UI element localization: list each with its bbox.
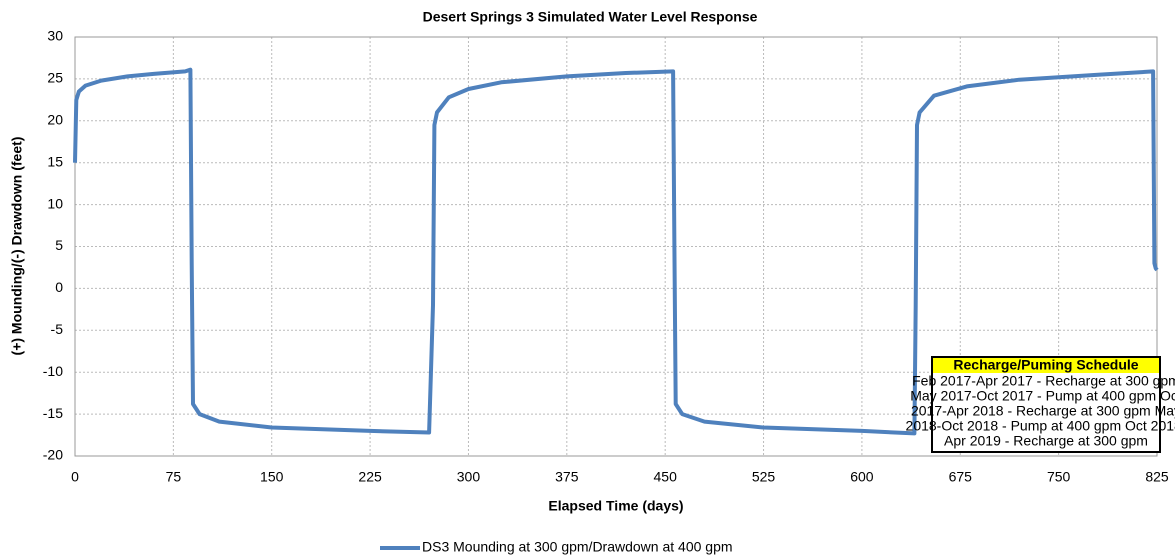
y-tick-label: -5 [51,321,64,337]
annotation-header [933,358,1159,373]
annotation-line: May 2017-Oct 2017 - Pump at 400 gpm Oct [910,388,1175,404]
annotation-line: Apr 2019 - Recharge at 300 gpm [944,433,1148,449]
y-axis-label: (+) Mounding/(-) Drawdown (feet) [9,137,25,356]
x-axis-label: Elapsed Time (days) [548,498,683,514]
y-tick-label: 30 [47,28,63,44]
x-tick-label: 375 [555,469,579,485]
y-tick-label: 20 [47,112,63,128]
y-tick-label: -10 [43,363,63,379]
x-tick-label: 225 [358,469,382,485]
x-tick-label: 450 [654,469,678,485]
y-tick-label: 10 [47,195,63,211]
y-tick-label: 15 [47,153,63,169]
x-tick-label: 750 [1047,469,1071,485]
y-tick-label: 25 [47,70,63,86]
x-tick-label: 0 [71,469,79,485]
annotation-line: 2017-Apr 2018 - Recharge at 300 gpm May [911,403,1175,419]
y-tick-label: -20 [43,447,63,463]
x-tick-label: 525 [752,469,776,485]
annotation-line: Feb 2017-Apr 2017 - Recharge at 300 gpm [912,373,1175,389]
annotation-title: Recharge/Puming Schedule [953,357,1138,373]
x-tick-label: 300 [457,469,481,485]
chart-title: Desert Springs 3 Simulated Water Level R… [423,9,758,25]
y-tick-label: -15 [43,405,63,421]
data-line [73,67,1159,436]
x-tick-label: 150 [260,469,284,485]
plot-frame [74,36,1158,457]
x-tick-label: 600 [850,469,874,485]
y-tick-label: 5 [55,237,63,253]
x-tick-label: 675 [949,469,973,485]
annotation-line: 2018-Oct 2018 - Pump at 400 gpm Oct 2018… [906,418,1175,434]
y-tick-label: 0 [55,279,63,295]
legend-label: DS3 Mounding at 300 gpm/Drawdown at 400 … [422,539,733,555]
x-tick-label: 825 [1145,469,1169,485]
x-tick-label: 75 [166,469,182,485]
